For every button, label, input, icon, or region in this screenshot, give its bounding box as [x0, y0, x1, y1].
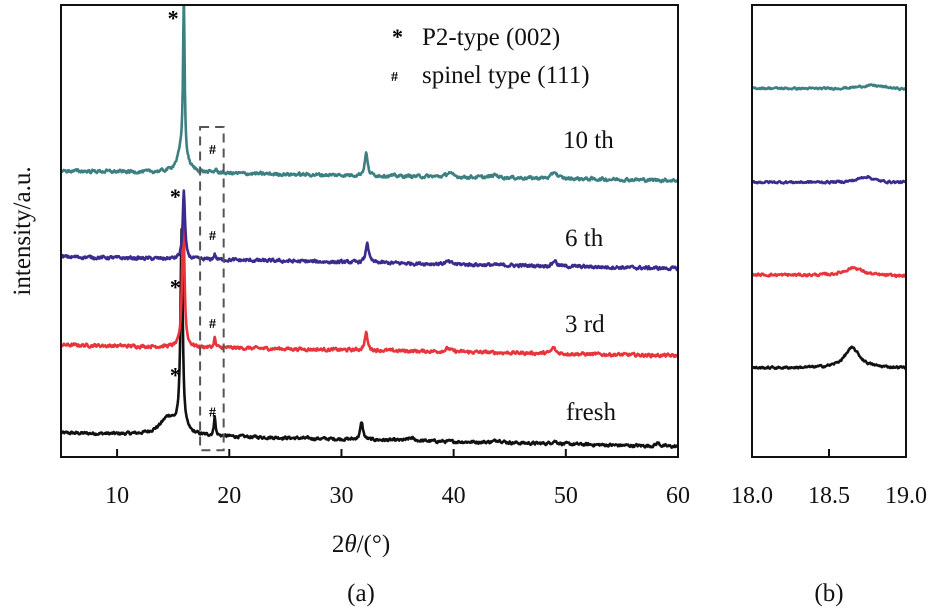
x-tick-label: 18.0: [731, 483, 773, 509]
highlight-region-box: [199, 126, 225, 452]
y-axis-label: intensity/a.u.: [9, 166, 36, 295]
legend: * P2-type (002) # spinel type (111): [391, 24, 590, 89]
series-line-3rd: [752, 265, 906, 279]
series-line-10th: [752, 83, 906, 92]
p2-peak-marker: *: [168, 5, 179, 30]
spinel-peak-marker: #: [209, 405, 216, 420]
panel-a: * # * # * # * # 10 20 30 40 50 60 intensity/a.u. 2θ/…: [9, 4, 690, 607]
panel-label-b: (b): [814, 580, 843, 607]
x-tick-label: 19.0: [885, 483, 927, 509]
p2-peak-marker: *: [170, 184, 181, 209]
spinel-peak-marker: #: [209, 229, 216, 244]
x-tick-label: 50: [554, 483, 578, 509]
x-axis-label: 2θ/(°): [332, 531, 390, 558]
series-line-6th: [61, 189, 678, 272]
x-tick-label: 60: [666, 483, 690, 509]
p2-peak-marker: *: [170, 274, 181, 299]
legend-label-p2: P2-type (002): [422, 24, 560, 51]
plot-frame-b: [751, 4, 907, 458]
plot-frame-a: [60, 4, 679, 458]
legend-marker-star: *: [392, 24, 403, 49]
panel-b: 18.0 18.5 19.0 (b): [731, 4, 927, 607]
legend-marker-hash: #: [391, 70, 398, 85]
legend-label-spinel: spinel type (111): [422, 62, 590, 89]
series-line-3rd: [61, 206, 678, 359]
series-label-fresh: fresh: [566, 399, 616, 426]
series-line-6th: [752, 174, 906, 185]
series-line-fresh: [61, 227, 678, 449]
series-line-fresh: [752, 345, 906, 371]
p2-peak-marker: *: [170, 362, 181, 387]
panel-label-a: (a): [347, 580, 375, 607]
x-tick-label: 40: [442, 483, 466, 509]
spinel-peak-marker: #: [209, 143, 216, 158]
x-tick-label: 30: [329, 483, 353, 509]
spinel-peak-marker: #: [209, 317, 216, 332]
series-line-10th: [61, 5, 678, 184]
x-tick-label: 10: [105, 483, 129, 509]
series-label-3rd: 3 rd: [565, 311, 605, 338]
series-label-10th: 10 th: [563, 127, 614, 154]
x-tick-label: 20: [217, 483, 241, 509]
x-tick-label: 18.5: [808, 483, 850, 509]
series-label-6th: 6 th: [565, 225, 604, 252]
